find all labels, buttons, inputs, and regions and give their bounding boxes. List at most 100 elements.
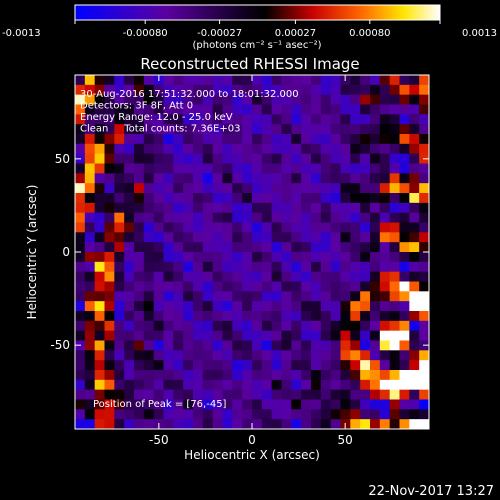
heatmap-cell [104,84,115,96]
heatmap-cell [301,350,312,361]
heatmap-cell [281,281,292,292]
heatmap-cell [75,311,86,322]
heatmap-cell [340,242,351,253]
heatmap-cell [114,193,125,204]
heatmap-cell [301,153,312,165]
heatmap-cell [389,370,401,381]
heatmap-cell [399,232,410,243]
heatmap-cell [291,301,302,312]
heatmap-cell [301,114,312,125]
heatmap-cell [399,84,410,96]
heatmap-cell [281,163,292,174]
heatmap-cell [183,134,194,145]
heatmap-cell [232,261,243,273]
heatmap-cell [94,271,106,283]
heatmap-cell [222,389,233,401]
heatmap-cell [340,340,351,351]
heatmap-cell [271,379,283,391]
heatmap-cell [370,124,381,135]
heatmap-cell [330,389,342,401]
heatmap-cell [399,134,410,145]
heatmap-cell [232,340,243,351]
heatmap-cell [281,291,292,302]
heatmap-cell [419,143,429,155]
heatmap-cell [360,242,371,253]
heatmap-cell [261,134,273,145]
heatmap-cell [291,281,302,292]
heatmap-cell [370,212,381,224]
heatmap-cell [202,173,214,184]
heatmap-cell [379,389,391,401]
heatmap-cell [340,281,351,292]
heatmap-cell [291,271,302,283]
heatmap-cell [379,330,391,342]
heatmap-cell [379,193,391,204]
heatmap-cell [301,75,312,86]
heatmap-cell [202,291,214,302]
heatmap-cell [75,340,86,351]
heatmap-cell [399,202,410,214]
heatmap-cell [261,340,273,351]
heatmap-cell [84,212,96,224]
heatmap-cell [330,301,342,312]
heatmap-cell [320,409,332,420]
heatmap-cell [271,183,283,194]
heatmap-cell [320,252,332,263]
heatmap-cell [409,419,420,429]
heatmap-cell [389,212,401,224]
heatmap-cell [271,360,283,371]
heatmap-cell [281,193,292,204]
heatmap-cell [399,193,410,204]
heatmap-cell [301,409,312,420]
heatmap-cell [242,84,253,96]
heatmap-cell [94,242,106,253]
heatmap-cell [409,399,420,410]
heatmap-cell [330,350,342,361]
heatmap-cell [153,261,165,273]
heatmap-cell [340,379,351,391]
heatmap-cell [409,360,420,371]
heatmap-cell [301,143,312,155]
heatmap-cell [222,301,233,312]
heatmap-cell [350,419,361,429]
heatmap-cell [143,320,155,332]
heatmap-cell [291,173,302,184]
heatmap-cell [320,271,332,283]
heatmap-cell [350,104,361,115]
heatmap-cell [104,350,115,361]
heatmap-cell [173,153,184,165]
heatmap-cell [340,271,351,283]
heatmap-cell [94,124,106,135]
heatmap-cell [340,104,351,115]
heatmap-cell [143,232,155,243]
heatmap-cell [379,320,391,332]
footer-timestamp: 22-Nov-2017 13:27 [368,484,494,499]
heatmap-cell [212,202,224,214]
heatmap-cell [409,271,420,283]
heatmap-cell [360,134,371,145]
heatmap-cell [124,163,135,174]
heatmap-cell [173,311,184,322]
heatmap-cell [311,222,322,233]
heatmap-cell [301,193,312,204]
heatmap-cell [271,143,283,155]
heatmap-cell [153,291,165,302]
heatmap-cell [163,104,174,115]
heatmap-cell [163,222,174,233]
heatmap-cell [370,153,381,165]
heatmap-cell [94,311,106,322]
colorbar-tick-label: -0.00027 [197,28,242,39]
heatmap-cell [163,340,174,351]
heatmap-cell [340,291,351,302]
heatmap-cell [232,330,243,342]
heatmap-cell [134,75,145,86]
heatmap-cell [84,301,96,312]
heatmap-cell [134,134,145,145]
heatmap-cell [370,301,381,312]
heatmap-cell [301,163,312,174]
heatmap-cell [114,94,125,106]
heatmap-cell [232,134,243,145]
heatmap-cell [153,212,165,224]
heatmap-cell [370,252,381,263]
heatmap-cell [281,134,292,145]
